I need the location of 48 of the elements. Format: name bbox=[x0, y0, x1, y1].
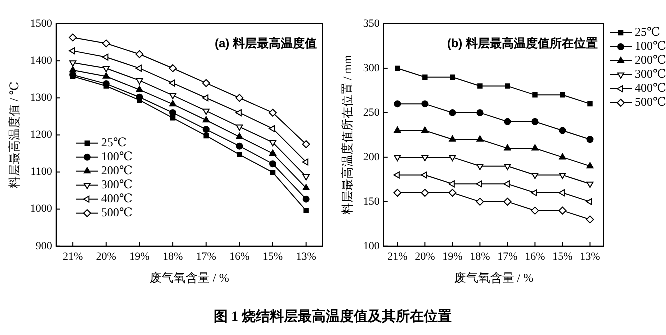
y-tick-label: 350 bbox=[363, 18, 380, 30]
x-tick-label: 15% bbox=[552, 250, 573, 263]
legend-label: 500℃ bbox=[101, 206, 133, 220]
y-tick-label: 150 bbox=[363, 196, 380, 208]
y-axis-title: 料层最高温度值 / ℃ bbox=[7, 82, 22, 189]
x-tick-label: 19% bbox=[442, 250, 463, 263]
legend-label: 200℃ bbox=[101, 164, 133, 178]
legend-label: 100℃ bbox=[101, 150, 133, 164]
x-tick-label: 17% bbox=[498, 250, 518, 263]
legend-label: 25℃ bbox=[635, 25, 660, 40]
caption: 图 1 烧结料层最高温度值及其所在位置 bbox=[213, 308, 453, 326]
y-tick-label: 300 bbox=[363, 62, 380, 74]
x-tick-label: 21% bbox=[388, 250, 408, 263]
x-tick-label: 20% bbox=[96, 250, 116, 263]
x-tick-label: 13% bbox=[580, 250, 600, 263]
x-tick-label: 18% bbox=[470, 250, 490, 263]
y-tick-label: 1400 bbox=[30, 54, 53, 67]
x-tick-label: 17% bbox=[196, 250, 216, 263]
y-tick-label: 1000 bbox=[30, 203, 53, 216]
y-tick-label: 1200 bbox=[30, 129, 53, 142]
x-axis-title: 废气氧含量 / % bbox=[150, 270, 230, 285]
legend-label: 400℃ bbox=[101, 192, 133, 206]
y-tick-label: 200 bbox=[363, 151, 380, 164]
x-tick-label: 16% bbox=[230, 250, 250, 263]
x-tick-label: 16% bbox=[525, 250, 546, 263]
x-tick-label: 18% bbox=[162, 250, 184, 263]
y-tick-label: 1300 bbox=[30, 92, 53, 104]
legend-label: 300℃ bbox=[101, 178, 133, 192]
y-tick-label: 250 bbox=[363, 106, 380, 119]
legend-label: 25℃ bbox=[101, 136, 127, 150]
x-tick-label: 21% bbox=[62, 250, 84, 263]
x-tick-label: 20% bbox=[415, 250, 436, 263]
x-axis-title: 废气氧含量 / % bbox=[454, 270, 534, 285]
text: (a) 料层最高温度值 bbox=[215, 36, 317, 50]
legend-label: 500℃ bbox=[635, 95, 666, 110]
x-tick-label: 19% bbox=[130, 250, 150, 263]
y-axis-title: 料层最高温度值所在位置 / mm bbox=[340, 54, 354, 216]
legend-label: 400℃ bbox=[635, 81, 666, 96]
legend-label: 200℃ bbox=[635, 53, 666, 68]
y-tick-label: 1100 bbox=[30, 166, 53, 178]
x-tick-label: 13% bbox=[296, 250, 316, 263]
y-tick-label: 900 bbox=[36, 240, 53, 252]
legend-label: 300℃ bbox=[635, 67, 666, 82]
legend-label: 100℃ bbox=[635, 39, 666, 54]
y-tick-label: 1500 bbox=[30, 18, 53, 30]
text: (b) 料层最高温度值所在位置 bbox=[447, 36, 598, 50]
y-tick-label: 100 bbox=[363, 240, 380, 252]
x-tick-label: 15% bbox=[262, 250, 284, 263]
